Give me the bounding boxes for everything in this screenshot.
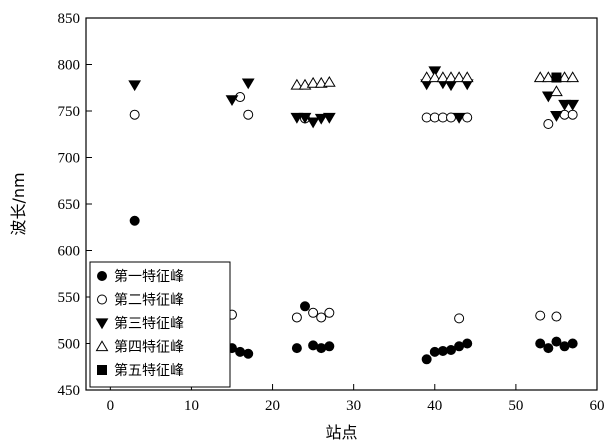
series-5-point-1 bbox=[551, 72, 562, 83]
y-tick-label-8: 850 bbox=[58, 11, 81, 27]
y-tick-label-2: 550 bbox=[58, 290, 81, 306]
series-3-point-6 bbox=[306, 117, 320, 129]
legend-marker-5 bbox=[97, 365, 107, 375]
legend-marker-1 bbox=[97, 271, 107, 281]
series-1-point-3 bbox=[235, 346, 246, 357]
series-2-point-4 bbox=[243, 109, 254, 120]
legend-box bbox=[89, 261, 231, 388]
legend-label-3: 第三特征峰 bbox=[114, 315, 184, 332]
series-2-point-8 bbox=[316, 312, 327, 323]
series-4-point-9 bbox=[444, 71, 458, 83]
series-1-point-5 bbox=[291, 343, 302, 354]
legend-label-1: 第一特征峰 bbox=[114, 268, 184, 285]
series-1-point-18 bbox=[551, 336, 562, 347]
x-axis-title: 站点 bbox=[325, 423, 357, 442]
series-4-point-11 bbox=[460, 71, 474, 83]
series-1-point-8 bbox=[316, 343, 327, 354]
series-1-point-9 bbox=[324, 341, 335, 352]
y-tick-label-0: 450 bbox=[58, 383, 81, 399]
series-4-point-8 bbox=[436, 71, 450, 83]
series-2-point-5 bbox=[291, 312, 302, 323]
legend-marker-4 bbox=[95, 340, 109, 352]
series-1-point-15 bbox=[462, 338, 473, 349]
x-tick-label-1: 10 bbox=[184, 398, 199, 414]
series-4 bbox=[290, 71, 580, 97]
series-4-point-1 bbox=[290, 78, 304, 90]
series-4-point-6 bbox=[420, 71, 434, 83]
series-4-point-5 bbox=[322, 75, 336, 87]
series-3-point-7 bbox=[314, 113, 328, 125]
series-2-point-1 bbox=[129, 109, 140, 120]
series-4-point-3 bbox=[306, 76, 320, 88]
legend-marker-3 bbox=[95, 318, 109, 330]
axes: 0 10 20 30 40 50 60 450 500 550 600 650 700 750 800 850 bbox=[58, 11, 605, 414]
legend-label-4: 第四特征峰 bbox=[114, 339, 184, 356]
series-2-point-18 bbox=[551, 311, 562, 322]
series-4-point-4 bbox=[314, 76, 328, 88]
series-1-point-6 bbox=[300, 301, 310, 312]
series-1-point-17 bbox=[543, 343, 554, 354]
series-3-point-18 bbox=[566, 99, 580, 111]
series-4-point-16 bbox=[566, 71, 580, 83]
series-3-point-13 bbox=[452, 112, 466, 124]
y-tick-label-4: 650 bbox=[58, 197, 81, 213]
legend-label-2: 第二特征峰 bbox=[114, 292, 184, 309]
series-2-point-9 bbox=[324, 307, 335, 318]
series-4-point-7 bbox=[428, 71, 442, 83]
x-tick-label-3: 30 bbox=[346, 398, 361, 414]
y-tick-label-5: 700 bbox=[58, 151, 81, 167]
series-1-point-12 bbox=[437, 345, 448, 356]
series-3-point-1 bbox=[128, 80, 142, 92]
series-4-point-14 bbox=[550, 85, 563, 97]
data-marks bbox=[128, 66, 580, 365]
series-3-point-17 bbox=[558, 99, 571, 111]
series-2-point-7 bbox=[308, 307, 319, 318]
legend-marker-2 bbox=[97, 294, 107, 305]
series-3-point-16 bbox=[550, 111, 563, 122]
series-3-point-12 bbox=[444, 80, 458, 92]
series-1-point-20 bbox=[567, 338, 578, 349]
series-4-point-12 bbox=[533, 71, 547, 83]
series-1-point-1 bbox=[129, 215, 140, 226]
x-tick-label-5: 50 bbox=[508, 398, 523, 414]
y-tick-label-1: 500 bbox=[58, 337, 81, 353]
series-4-point-15 bbox=[558, 71, 571, 83]
series-3 bbox=[128, 66, 580, 129]
y-tick-label-7: 800 bbox=[58, 58, 81, 74]
series-1-point-13 bbox=[446, 345, 456, 356]
x-tick-label-0: 0 bbox=[107, 398, 115, 414]
x-tick-label-4: 40 bbox=[427, 398, 442, 414]
series-2-point-14 bbox=[454, 313, 465, 324]
legend-label-5: 第五特征峰 bbox=[114, 362, 184, 379]
series-4-point-10 bbox=[452, 71, 466, 83]
series-1-point-16 bbox=[535, 338, 546, 349]
series-3-point-15 bbox=[541, 91, 555, 103]
y-tick-label-3: 600 bbox=[58, 244, 81, 260]
series-4-point-13 bbox=[541, 71, 555, 83]
series-2-point-20 bbox=[567, 109, 578, 120]
series-1-point-4 bbox=[243, 348, 254, 359]
series-3-point-8 bbox=[322, 112, 336, 124]
series-2-point-17 bbox=[543, 119, 554, 130]
series-3-point-3 bbox=[241, 78, 255, 90]
series-5 bbox=[551, 72, 562, 83]
x-tick-label-2: 20 bbox=[265, 398, 280, 414]
series-3-point-4 bbox=[290, 112, 304, 124]
series-2-point-16 bbox=[535, 310, 546, 321]
series-3-point-2 bbox=[225, 95, 239, 107]
series-1-point-10 bbox=[421, 354, 432, 365]
y-axis-title: 波长/nm bbox=[9, 172, 28, 235]
series-1-point-11 bbox=[429, 346, 440, 357]
y-tick-label-6: 750 bbox=[58, 104, 81, 120]
x-tick-label-6: 60 bbox=[590, 398, 605, 414]
